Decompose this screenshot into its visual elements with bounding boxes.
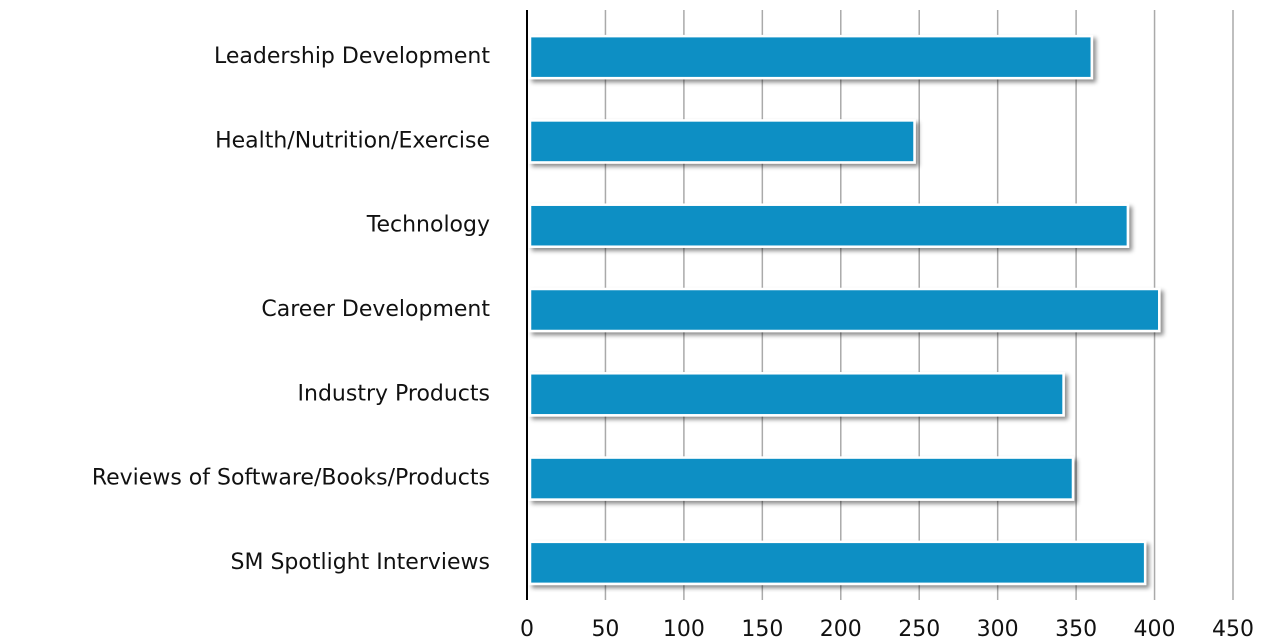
x-tick-label: 450: [1212, 617, 1254, 640]
bar: [528, 540, 1147, 586]
y-tick-label: SM Spotlight Interviews: [231, 550, 490, 575]
bar: [528, 203, 1130, 248]
y-tick-label: Reviews of Software/Books/Products: [92, 466, 490, 491]
x-tick-label: 200: [820, 617, 862, 640]
y-tick-label: Industry Products: [298, 381, 490, 406]
bar: [528, 34, 1094, 80]
bar: [528, 372, 1065, 417]
bar: [528, 287, 1161, 333]
x-tick-label: 0: [520, 617, 534, 640]
x-tick-label: 400: [1134, 617, 1176, 640]
x-tick-label: 250: [898, 617, 940, 640]
x-tick-label: 350: [1055, 617, 1097, 640]
bar: [528, 119, 916, 164]
x-tick-label: 50: [591, 617, 619, 640]
x-tick-label: 100: [663, 617, 705, 640]
y-tick-label: Career Development: [261, 297, 490, 322]
x-tick-label: 300: [977, 617, 1019, 640]
y-tick-label: Health/Nutrition/Exercise: [215, 128, 490, 153]
y-tick-label: Leadership Development: [214, 44, 490, 69]
x-tick-label: 150: [741, 617, 783, 640]
y-tick-label: Technology: [366, 213, 490, 238]
bar: [528, 456, 1075, 501]
